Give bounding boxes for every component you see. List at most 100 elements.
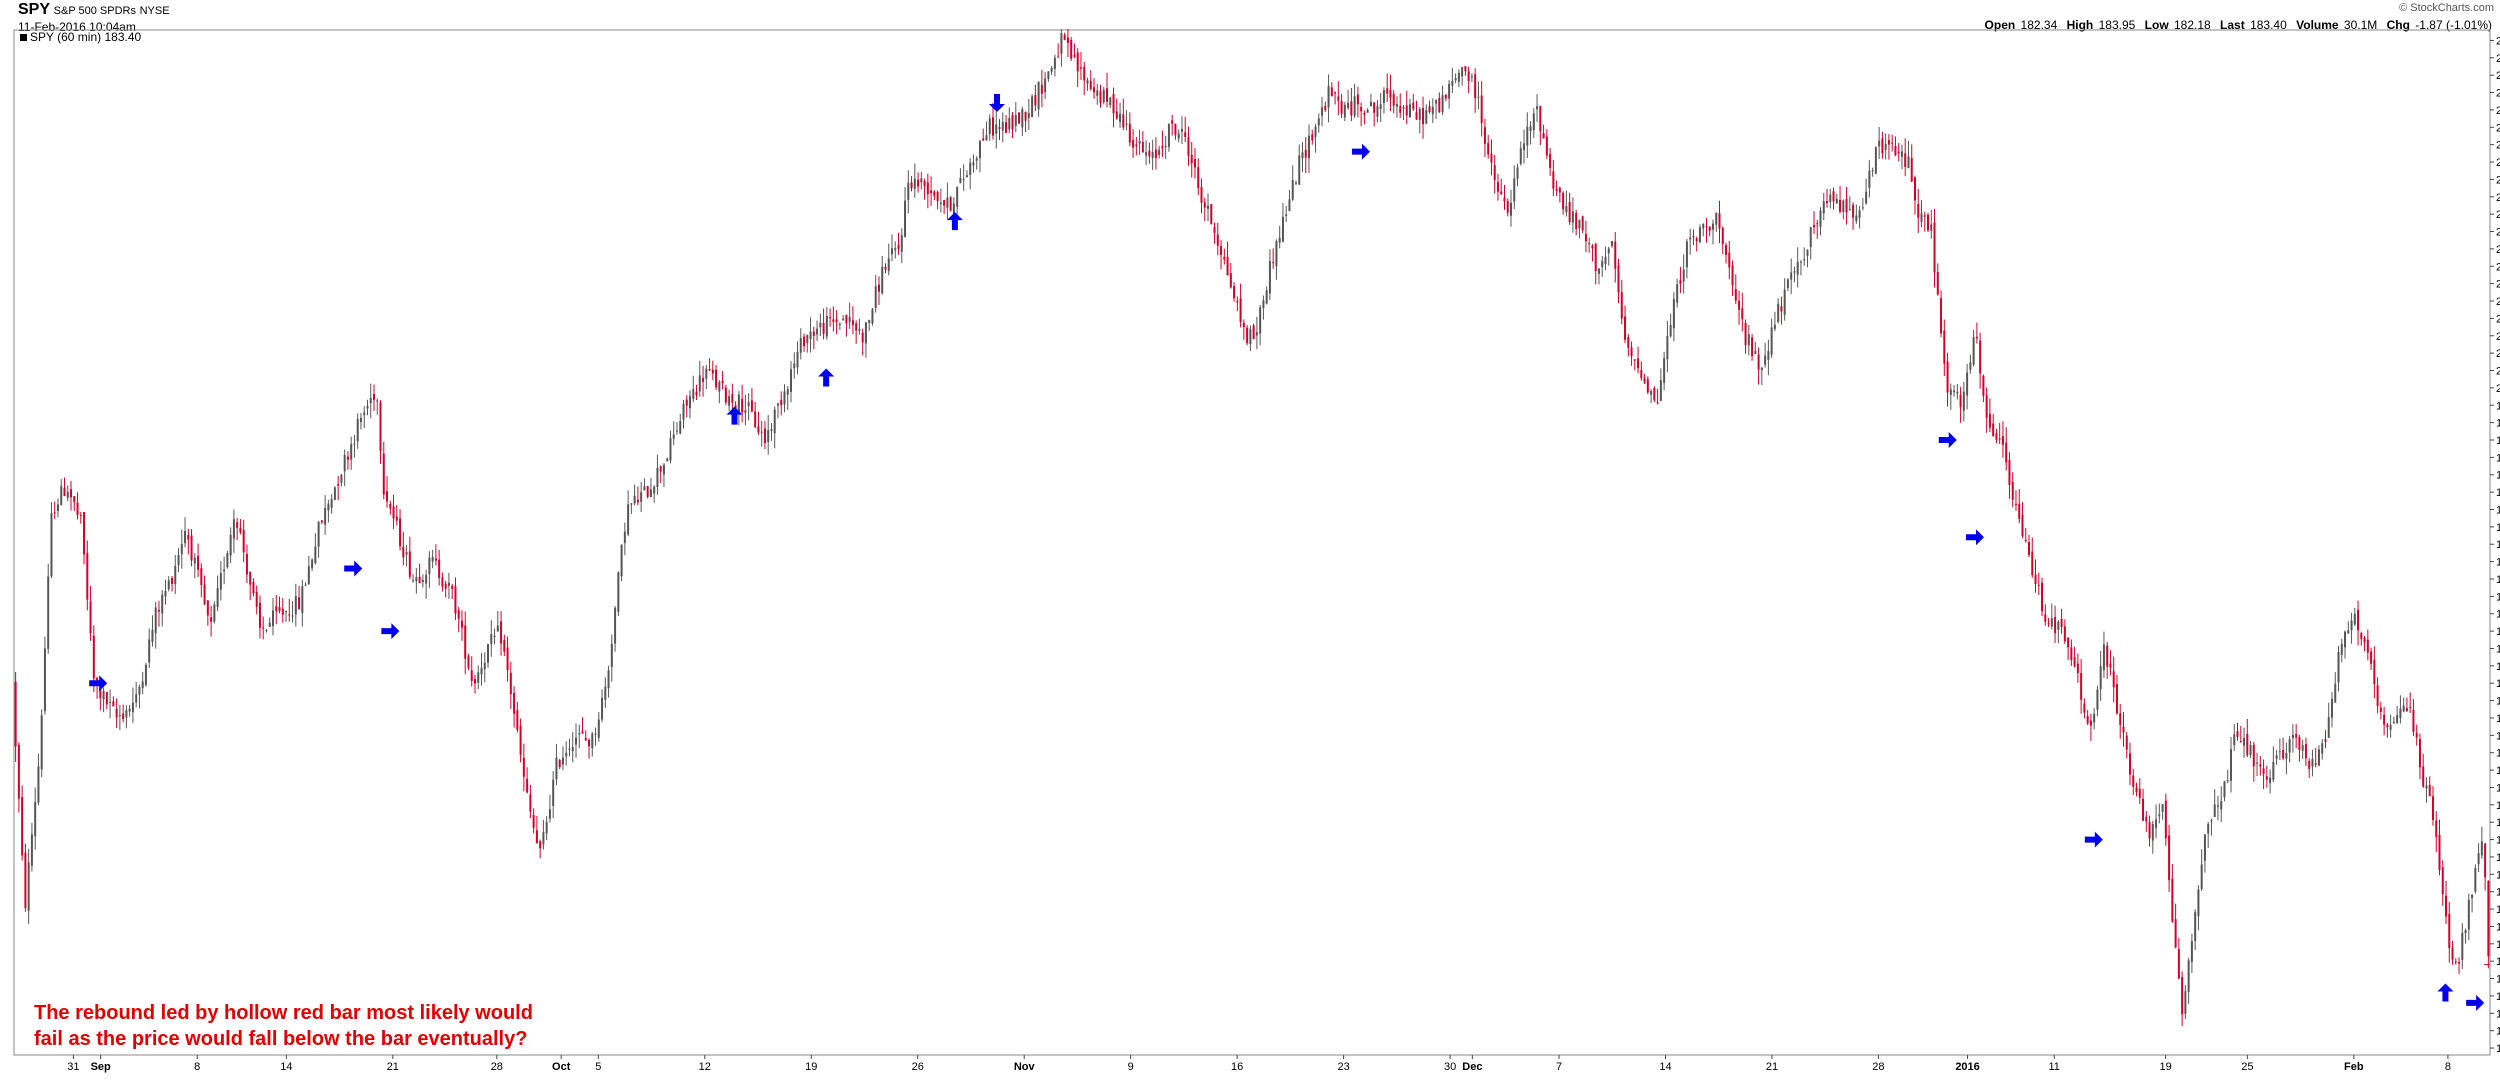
candle-body: [229, 534, 232, 556]
candle-body: [728, 396, 731, 406]
candle-body: [1656, 402, 1659, 404]
candle-body: [1920, 213, 1923, 222]
candle-body: [2076, 663, 2079, 674]
candle-body: [1106, 88, 1109, 102]
annotation-line-1: The rebound led by hollow red bar most l…: [34, 1002, 533, 1024]
candle-body: [2399, 708, 2402, 719]
candle-body: [1881, 138, 1884, 154]
candle-body: [1435, 100, 1438, 104]
candle-body: [2350, 620, 2353, 631]
candle-body: [1770, 327, 1773, 355]
candle-body: [1236, 300, 1239, 303]
y-tick-label: 192.0: [2496, 661, 2500, 673]
candle-body: [1220, 246, 1223, 256]
candle-body: [584, 737, 587, 741]
x-tick-label: 12: [699, 1061, 711, 1073]
candle-body: [1135, 144, 1138, 147]
y-tick-label: 209.5: [2496, 53, 2500, 65]
candle-body: [1936, 272, 1939, 295]
candle-body: [2028, 541, 2031, 556]
candle-body: [144, 664, 147, 685]
candle-body: [473, 679, 476, 684]
candle-body: [200, 568, 203, 586]
candle-body: [1187, 137, 1190, 156]
candle-body: [930, 190, 933, 194]
candle-body: [70, 489, 73, 498]
candle-body: [829, 317, 832, 319]
candle-body: [2164, 800, 2167, 839]
candle-body: [1047, 71, 1050, 80]
y-tick-label: 204.5: [2496, 227, 2500, 239]
candle-body: [871, 308, 874, 324]
candle-body: [27, 862, 30, 911]
candle-body: [780, 399, 783, 406]
chg-label: Chg: [2386, 18, 2410, 32]
x-tick-label: 8: [194, 1061, 200, 1073]
candle-body: [1343, 104, 1346, 118]
candle-body: [2282, 750, 2285, 759]
candle-body: [2086, 716, 2089, 724]
y-tick-label: 209.0: [2496, 70, 2500, 82]
candle-body: [783, 391, 786, 405]
candle-body: [1725, 245, 1728, 255]
candle-body: [633, 495, 636, 504]
candle-body: [2314, 763, 2317, 765]
candle-body: [1474, 74, 1477, 99]
candle-body: [737, 394, 740, 412]
price-stats: Open 182.34 High 183.95 Low 182.18 Last …: [1985, 18, 2492, 32]
y-tick-label: 208.0: [2496, 105, 2500, 117]
candle-body: [1764, 355, 1767, 365]
candle-body: [806, 334, 809, 344]
watermark[interactable]: © StockCharts.com: [2399, 2, 2494, 14]
candle-body: [2366, 639, 2369, 653]
candle-body: [1588, 243, 1591, 245]
candle-body: [1842, 200, 1845, 213]
candle-body: [675, 430, 678, 432]
candle-body: [1523, 143, 1526, 151]
candle-body: [1330, 87, 1333, 97]
candle-body: [630, 503, 633, 505]
candle-body: [438, 559, 441, 578]
x-tick-label: 8: [2445, 1061, 2451, 1073]
candle-body: [1210, 204, 1213, 225]
candle-body: [2187, 960, 2190, 992]
candle-body: [2005, 442, 2008, 463]
security-name: S&P 500 SPDRs: [53, 5, 136, 17]
candle-body: [288, 614, 291, 616]
candle-body: [2370, 651, 2373, 664]
candle-body: [2304, 744, 2307, 759]
candle-body: [1063, 34, 1066, 40]
candle-body: [2454, 961, 2457, 963]
candle-body: [359, 417, 362, 423]
candle-body: [565, 752, 568, 757]
candle-body: [926, 182, 929, 195]
candle-body: [1171, 120, 1174, 124]
candle-body: [1793, 271, 1796, 273]
candle-body: [333, 487, 336, 500]
candle-body: [21, 796, 24, 856]
candle-body: [376, 400, 379, 402]
candle-body: [1575, 213, 1578, 230]
candle-body: [2047, 622, 2050, 624]
candle-body: [1910, 157, 1913, 182]
candle-body: [1207, 205, 1210, 209]
candle-body: [2301, 745, 2304, 751]
candle-body: [281, 608, 284, 615]
candle-body: [1395, 104, 1398, 107]
candle-body: [1643, 377, 1646, 383]
candle-body: [1265, 290, 1268, 304]
arrow-marker: [2437, 983, 2454, 1002]
candle-body: [1897, 151, 1900, 154]
candle-body: [412, 580, 415, 582]
candle-body: [1239, 298, 1242, 322]
candle-body: [24, 852, 27, 909]
candle-body: [1467, 71, 1470, 82]
candle-body: [402, 546, 405, 558]
candle-body: [1308, 135, 1311, 159]
candle-body: [920, 178, 923, 183]
candle-body: [1262, 300, 1265, 308]
candle-body: [1995, 433, 1998, 440]
candle-body: [1715, 212, 1718, 225]
open-label: Open: [1984, 18, 2016, 32]
